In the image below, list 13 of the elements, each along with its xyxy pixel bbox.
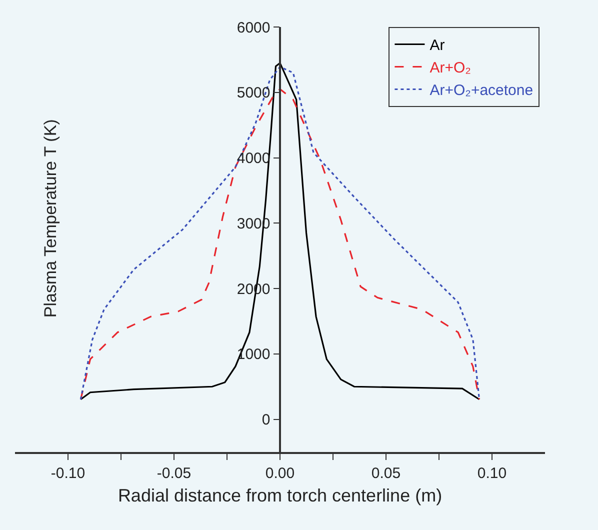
y-tick-label: 5000 bbox=[236, 84, 270, 102]
legend-label: Ar bbox=[430, 37, 445, 54]
x-tick-label: -0.10 bbox=[50, 464, 86, 482]
x-tick-label: -0.05 bbox=[156, 464, 192, 482]
x-tick-label: 0.05 bbox=[371, 464, 401, 482]
y-tick-label: 0 bbox=[262, 412, 270, 429]
x-axis-title: Radial distance from torch centerline (m) bbox=[118, 485, 442, 506]
legend-label: Ar+O₂+acetone bbox=[430, 82, 534, 100]
y-tick-label: 6000 bbox=[236, 19, 270, 36]
x-tick-label: 0.10 bbox=[477, 464, 507, 482]
y-axis-title: Plasma Temperature T (K) bbox=[41, 119, 60, 318]
x-tick-label: 0.00 bbox=[265, 464, 295, 482]
legend-label: Ar+O₂ bbox=[430, 60, 472, 77]
